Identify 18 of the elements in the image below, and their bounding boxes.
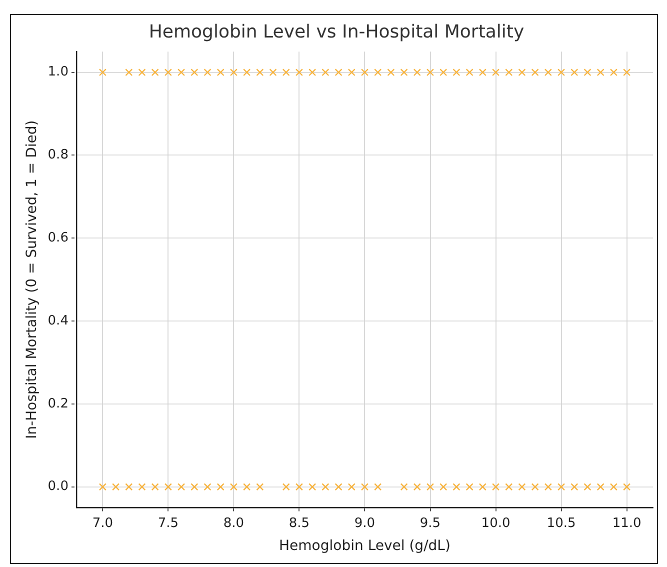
x-tick-label: 7.5 <box>158 516 179 531</box>
y-axis-title: In-Hospital Mortality (0 = Survived, 1 = Died) <box>24 120 40 439</box>
x-tick-label: 11.0 <box>612 516 642 531</box>
x-axis-title: Hemoglobin Level (g/dL) <box>279 538 450 554</box>
y-tick-label: 0.6 <box>48 230 68 246</box>
x-tick-label: 8.5 <box>288 516 310 531</box>
chart-title: Hemoglobin Level vs In-Hospital Mortality <box>148 21 524 42</box>
x-tick-label: 9.0 <box>354 516 376 531</box>
y-tick-label: 1.0 <box>48 64 68 80</box>
x-tick-label: 10.0 <box>481 516 510 531</box>
x-tick-label: 9.5 <box>420 516 441 531</box>
y-tick-label: 0.8 <box>48 148 68 163</box>
y-tick-label: 0.0 <box>48 479 68 494</box>
y-tick-label: 0.2 <box>48 396 68 412</box>
x-tick-label: 7.0 <box>92 516 114 531</box>
y-tick-label: 0.4 <box>48 313 68 328</box>
x-tick-label: 8.0 <box>223 516 244 531</box>
x-tick-label: 10.5 <box>546 516 576 531</box>
